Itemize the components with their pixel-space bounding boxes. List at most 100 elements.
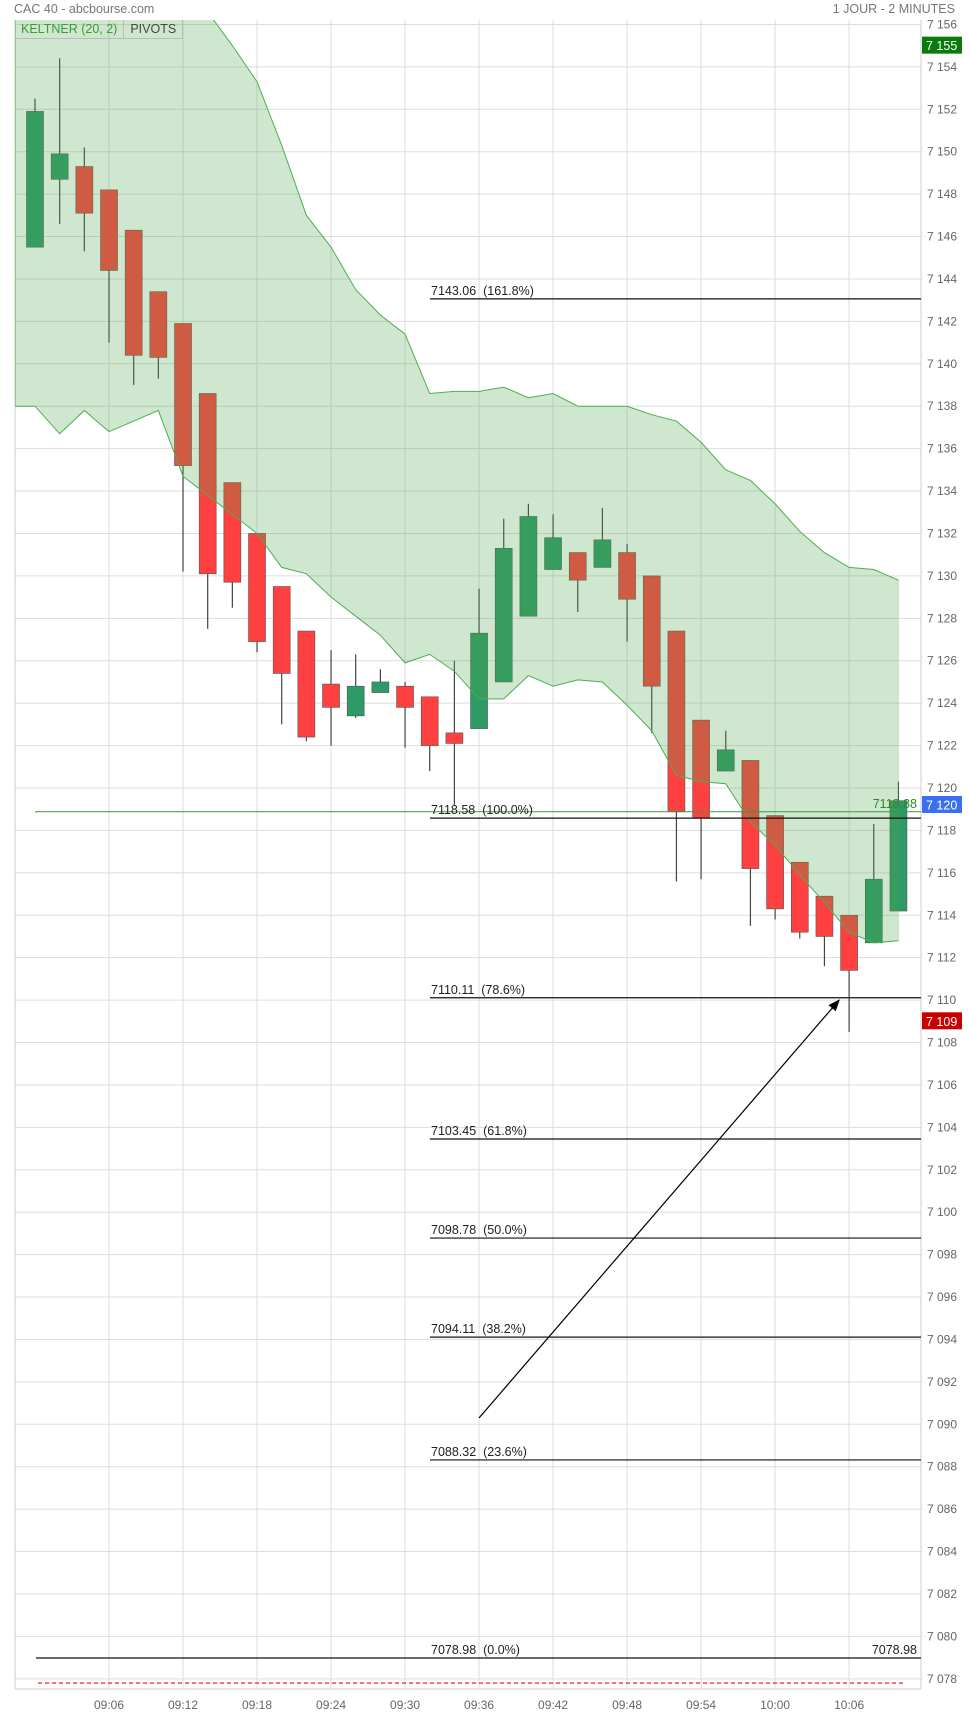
- price-badge-label: 7 109: [926, 1015, 957, 1029]
- candle-up: [371, 681, 390, 693]
- y-tick-label: 7 152: [927, 102, 957, 116]
- y-tick-label: 7 118: [927, 823, 956, 837]
- y-tick-label: 7 080: [927, 1629, 957, 1643]
- y-tick-label: 7 104: [927, 1120, 957, 1134]
- candle-down: [840, 914, 858, 971]
- candle-down: [149, 291, 168, 358]
- y-tick-label: 7 144: [927, 272, 957, 286]
- y-tick-label: 7 082: [927, 1587, 957, 1601]
- candle-down: [420, 696, 439, 746]
- y-tick-label: 7 084: [927, 1545, 957, 1559]
- candle-up: [470, 632, 488, 729]
- y-tick-label: 7 154: [927, 60, 957, 74]
- x-tick-label: 09:18: [242, 1698, 272, 1712]
- x-tick-label: 09:12: [168, 1698, 198, 1712]
- keltner-lower-line: [15, 405, 899, 944]
- price-badge-last: [922, 796, 962, 813]
- x-tick-label: 09:36: [464, 1698, 494, 1712]
- y-tick-label: 7 108: [927, 1036, 957, 1050]
- y-tick-label: 7 128: [927, 611, 957, 625]
- y-tick-label: 7 136: [927, 442, 957, 456]
- fibonacci-level-label: 7078.98 (0.0%): [431, 1643, 520, 1657]
- y-tick-label: 7 134: [927, 484, 957, 498]
- plot-area: [15, 20, 908, 1032]
- candle-down: [100, 189, 118, 271]
- y-tick-label: 7 114: [927, 908, 956, 922]
- candle-up: [519, 516, 538, 617]
- candle-down: [124, 229, 143, 356]
- y-tick-label: 7 110: [927, 993, 956, 1007]
- candle-down: [642, 575, 661, 687]
- candle-down: [248, 533, 266, 642]
- keltner-band-fill: [15, 20, 899, 943]
- keltner-upper-line: [213, 20, 899, 581]
- y-tick-label: 7 090: [927, 1417, 957, 1431]
- y-tick-label: 7 138: [927, 399, 957, 413]
- y-tick-label: 7 088: [927, 1460, 957, 1474]
- legend-pivots[interactable]: PIVOTS: [124, 20, 184, 39]
- candle-down: [741, 760, 760, 869]
- candle-down: [223, 482, 242, 583]
- y-tick-label: 7 156: [927, 17, 957, 31]
- fibonacci-level-label: 7143.06 (161.8%): [431, 284, 534, 298]
- price-badge-label: 7 120: [926, 799, 957, 813]
- y-tick-label: 7 094: [927, 1332, 957, 1346]
- y-tick-label: 7 096: [927, 1290, 957, 1304]
- y-tick-label: 7 124: [927, 696, 957, 710]
- y-tick-label: 7 098: [927, 1248, 957, 1262]
- candle-down: [815, 895, 834, 937]
- x-tick-label: 09:06: [94, 1698, 124, 1712]
- fibonacci-level-label: 7098.78 (50.0%): [431, 1223, 527, 1237]
- candle-down: [272, 586, 291, 674]
- price-badge-label: 7 155: [926, 39, 957, 53]
- candle-down: [198, 393, 217, 575]
- y-tick-label: 7 148: [927, 187, 957, 201]
- period-selector[interactable]: 1 JOUR - 2 MINUTES: [832, 2, 955, 16]
- x-tick-label: 09:48: [612, 1698, 642, 1712]
- candle-up: [716, 749, 735, 772]
- legend-keltner[interactable]: KELTNER (20, 2): [15, 20, 125, 39]
- fibonacci-level-label: 7110.11 (78.6%): [431, 983, 525, 997]
- candle-up: [544, 537, 562, 570]
- y-tick-label: 7 092: [927, 1375, 957, 1389]
- candle-down: [174, 323, 192, 466]
- x-tick-label: 10:00: [760, 1698, 790, 1712]
- price-badge-high: [922, 36, 962, 54]
- chart-title: CAC 40 - abcbourse.com: [14, 2, 155, 16]
- fibonacci-level-label: 7118.58 (100.0%): [431, 803, 533, 817]
- candle-down: [766, 815, 784, 910]
- x-tick-label: 09:30: [390, 1698, 420, 1712]
- last-price-label: 7118.88: [873, 797, 917, 811]
- x-tick-label: 09:24: [316, 1698, 346, 1712]
- y-tick-label: 7 086: [927, 1502, 957, 1516]
- candle-up: [494, 548, 513, 683]
- candle-up: [26, 111, 44, 248]
- candle-down: [297, 630, 316, 738]
- candle-down: [322, 683, 340, 708]
- fibonacci-level-label: 7088.32 (23.6%): [431, 1445, 527, 1459]
- y-tick-label: 7 140: [927, 357, 957, 371]
- trend-arrow: [478, 999, 840, 1419]
- y-tick-label: 7 106: [927, 1078, 957, 1092]
- x-tick-label: 09:42: [538, 1698, 568, 1712]
- y-tick-label: 7 116: [927, 866, 956, 880]
- fibonacci-level-label: 7103.45 (61.8%): [431, 1124, 527, 1138]
- candle-up: [346, 685, 365, 717]
- candle-up: [50, 153, 69, 180]
- y-tick-label: 7 126: [927, 654, 957, 668]
- candle-up: [593, 539, 612, 568]
- y-tick-label: 7 150: [927, 145, 957, 159]
- candle-down: [396, 685, 414, 708]
- y-tick-label: 7 102: [927, 1163, 957, 1177]
- y-tick-label: 7 130: [927, 569, 957, 583]
- y-tick-label: 7 122: [927, 739, 957, 753]
- candle-down: [445, 732, 464, 744]
- candle-down: [568, 552, 587, 581]
- y-tick-label: 7 142: [927, 314, 957, 328]
- y-tick-label: 7 132: [927, 526, 957, 540]
- candle-up: [889, 800, 908, 912]
- x-tick-label: 10:06: [834, 1698, 864, 1712]
- price-badge-low: [922, 1012, 962, 1030]
- candle-down: [75, 166, 94, 214]
